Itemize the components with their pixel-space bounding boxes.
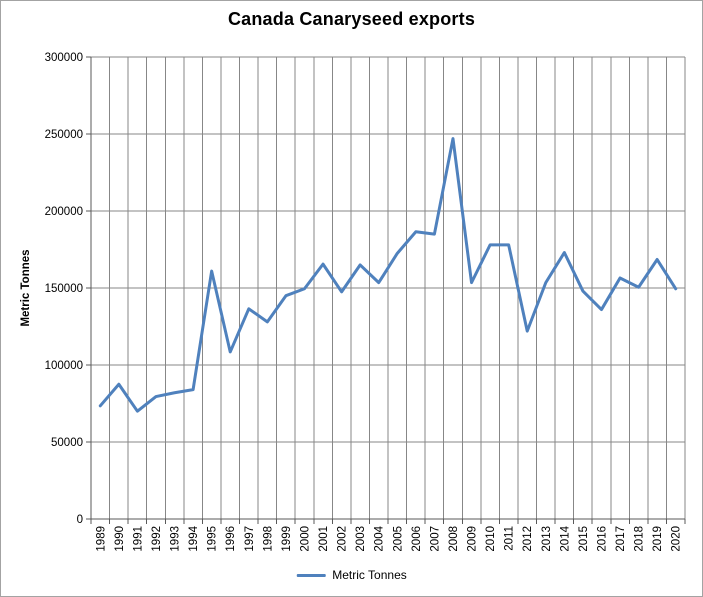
x-tick-label: 1991 (132, 526, 144, 552)
x-tick-label: 2009 (467, 526, 479, 552)
x-tick-label: 2006 (411, 526, 423, 552)
legend: Metric Tonnes (296, 568, 407, 582)
x-tick-label: 1998 (262, 526, 274, 552)
x-tick-label: 2010 (485, 526, 497, 552)
x-tick-label: 2015 (578, 526, 590, 552)
y-axis-title: Metric Tonnes (20, 249, 32, 327)
data-series-line (98, 137, 678, 413)
chart-title: Canada Canaryseed exports (227, 9, 476, 29)
x-tick-label: 1994 (188, 525, 200, 551)
x-tick-label: 2018 (634, 526, 646, 552)
x-tick-label: 2020 (671, 526, 683, 552)
x-tick-label: 2016 (596, 526, 608, 552)
x-tick-label: 2007 (429, 526, 441, 552)
y-tick-label: 150000 (45, 283, 83, 295)
y-tick-label: 50000 (51, 437, 83, 449)
x-tick-label: 2000 (299, 526, 311, 552)
x-tick-label: 2012 (522, 526, 534, 552)
x-tick-label: 1990 (114, 526, 126, 552)
x-tick-label: 2013 (541, 526, 553, 552)
x-tick-label: 2004 (374, 525, 386, 551)
x-tick-label: 2008 (448, 526, 460, 552)
x-tick-label: 2003 (355, 526, 367, 552)
x-tick-label: 1999 (281, 526, 293, 552)
x-tick-label: 2005 (392, 526, 404, 552)
x-tick-label: 1993 (170, 526, 182, 552)
x-tick-label: 1992 (151, 526, 163, 552)
legend-label: Metric Tonnes (332, 568, 407, 582)
y-tick-label: 200000 (45, 206, 83, 218)
y-tick-label: 100000 (45, 360, 83, 372)
y-tick-label: 250000 (45, 129, 83, 141)
x-tick-label: 1997 (244, 526, 256, 552)
x-tick-label: 2014 (559, 525, 571, 551)
x-tick-label: 2001 (318, 526, 330, 552)
y-tick-label: 0 (77, 514, 83, 526)
x-tick-label: 2019 (652, 526, 664, 552)
x-tick-label: 1996 (225, 526, 237, 552)
x-tick-label: 2011 (504, 526, 516, 551)
x-tick-label: 2002 (337, 526, 349, 552)
x-tick-label: 2017 (615, 526, 627, 552)
legend-line-swatch (296, 573, 326, 577)
x-tick-label: 1989 (95, 526, 107, 552)
y-tick-label: 300000 (45, 52, 83, 64)
x-tick-label: 1995 (207, 526, 219, 552)
